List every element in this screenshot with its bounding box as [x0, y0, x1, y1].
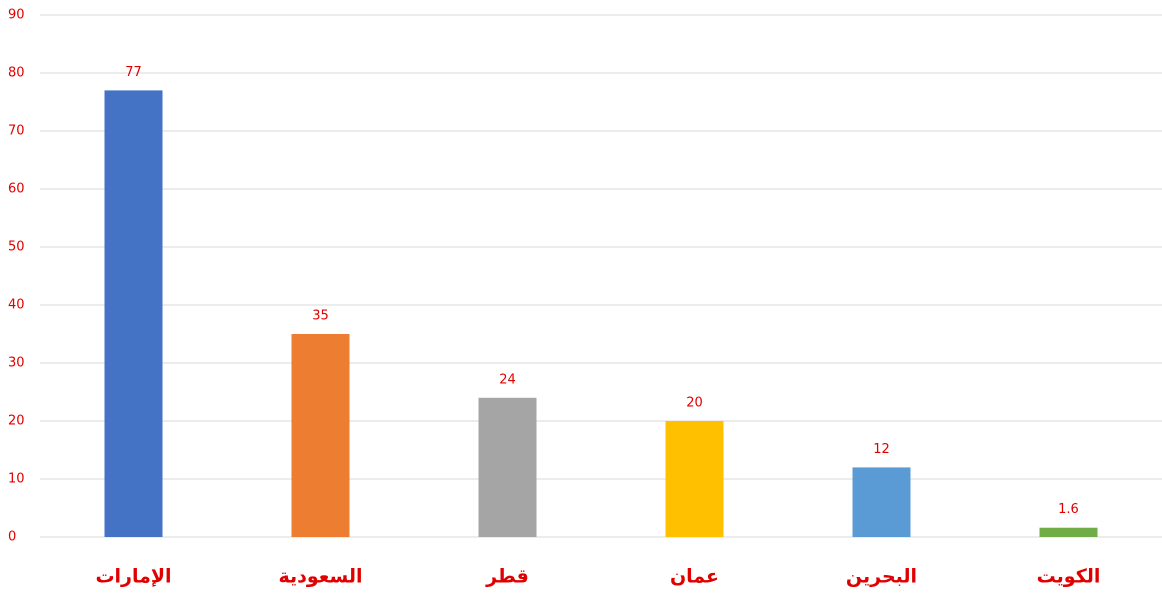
- y-tick-label: 40: [8, 298, 25, 313]
- y-tick-label: 80: [8, 66, 25, 81]
- x-tick-label: السعودية: [278, 566, 362, 588]
- value-label: 77: [125, 65, 142, 80]
- value-label: 20: [686, 396, 703, 411]
- y-tick-label: 20: [8, 414, 25, 429]
- x-tick-label: قطر: [485, 566, 529, 588]
- y-tick-label: 70: [8, 124, 25, 139]
- bar: [291, 334, 350, 537]
- bar: [104, 90, 163, 538]
- value-label: 1.6: [1058, 502, 1079, 517]
- y-tick-label: 60: [8, 182, 25, 197]
- bar: [1039, 527, 1098, 537]
- value-label: 24: [499, 372, 516, 387]
- value-label: 12: [873, 442, 890, 457]
- x-tick-label: عمان: [670, 566, 719, 588]
- x-tick-label: البحرين: [846, 566, 917, 588]
- y-tick-label: 90: [8, 8, 25, 23]
- y-tick-label: 30: [8, 356, 25, 371]
- y-tick-label: 0: [8, 530, 16, 545]
- x-tick-label: الكويت: [1037, 566, 1101, 588]
- bar: [665, 421, 724, 537]
- bar: [852, 467, 911, 537]
- x-tick-label: الإمارات: [95, 566, 171, 588]
- y-tick-label: 10: [8, 472, 25, 487]
- bar: [478, 397, 537, 537]
- value-label: 35: [312, 309, 329, 324]
- y-tick-label: 50: [8, 240, 25, 255]
